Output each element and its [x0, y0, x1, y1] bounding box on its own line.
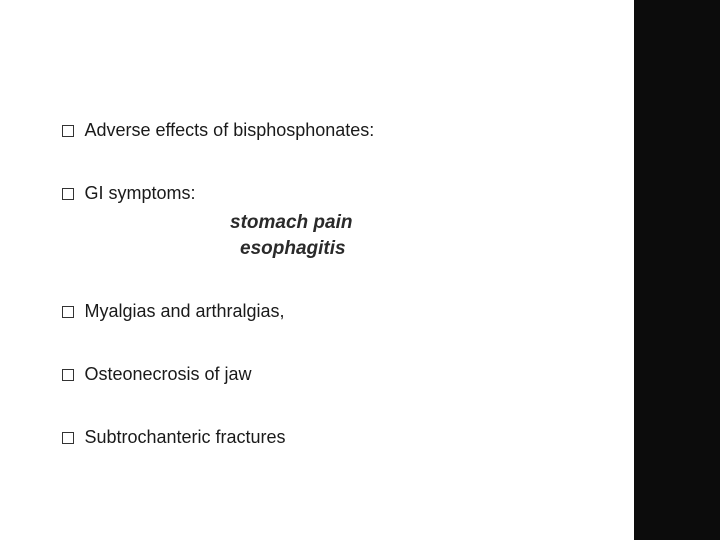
sub-item-text: stomach pain [230, 210, 602, 236]
sub-item-text: esophagitis [240, 236, 602, 262]
square-bullet-icon [62, 188, 74, 200]
slide-content: Adverse effects of bisphosphonates: GI s… [62, 120, 602, 490]
bullet-text: Myalgias and arthralgias, [84, 301, 284, 321]
bullet-item: Subtrochanteric fractures [62, 427, 602, 448]
square-bullet-icon [62, 125, 74, 137]
square-bullet-icon [62, 369, 74, 381]
bullet-text: Subtrochanteric fractures [84, 427, 285, 447]
slide-container: Adverse effects of bisphosphonates: GI s… [0, 0, 720, 540]
bullet-item: Myalgias and arthralgias, [62, 301, 602, 322]
square-bullet-icon [62, 306, 74, 318]
bullet-item: GI symptoms: [62, 183, 602, 204]
bullet-text: Adverse effects of bisphosphonates: [84, 120, 374, 140]
bullet-text: GI symptoms: [84, 183, 195, 203]
sub-item-block: stomach pain esophagitis [230, 210, 602, 261]
bullet-item: Adverse effects of bisphosphonates: [62, 120, 602, 141]
bullet-item: Osteonecrosis of jaw [62, 364, 602, 385]
bullet-text: Osteonecrosis of jaw [84, 364, 251, 384]
side-dark-band [634, 0, 720, 540]
square-bullet-icon [62, 432, 74, 444]
